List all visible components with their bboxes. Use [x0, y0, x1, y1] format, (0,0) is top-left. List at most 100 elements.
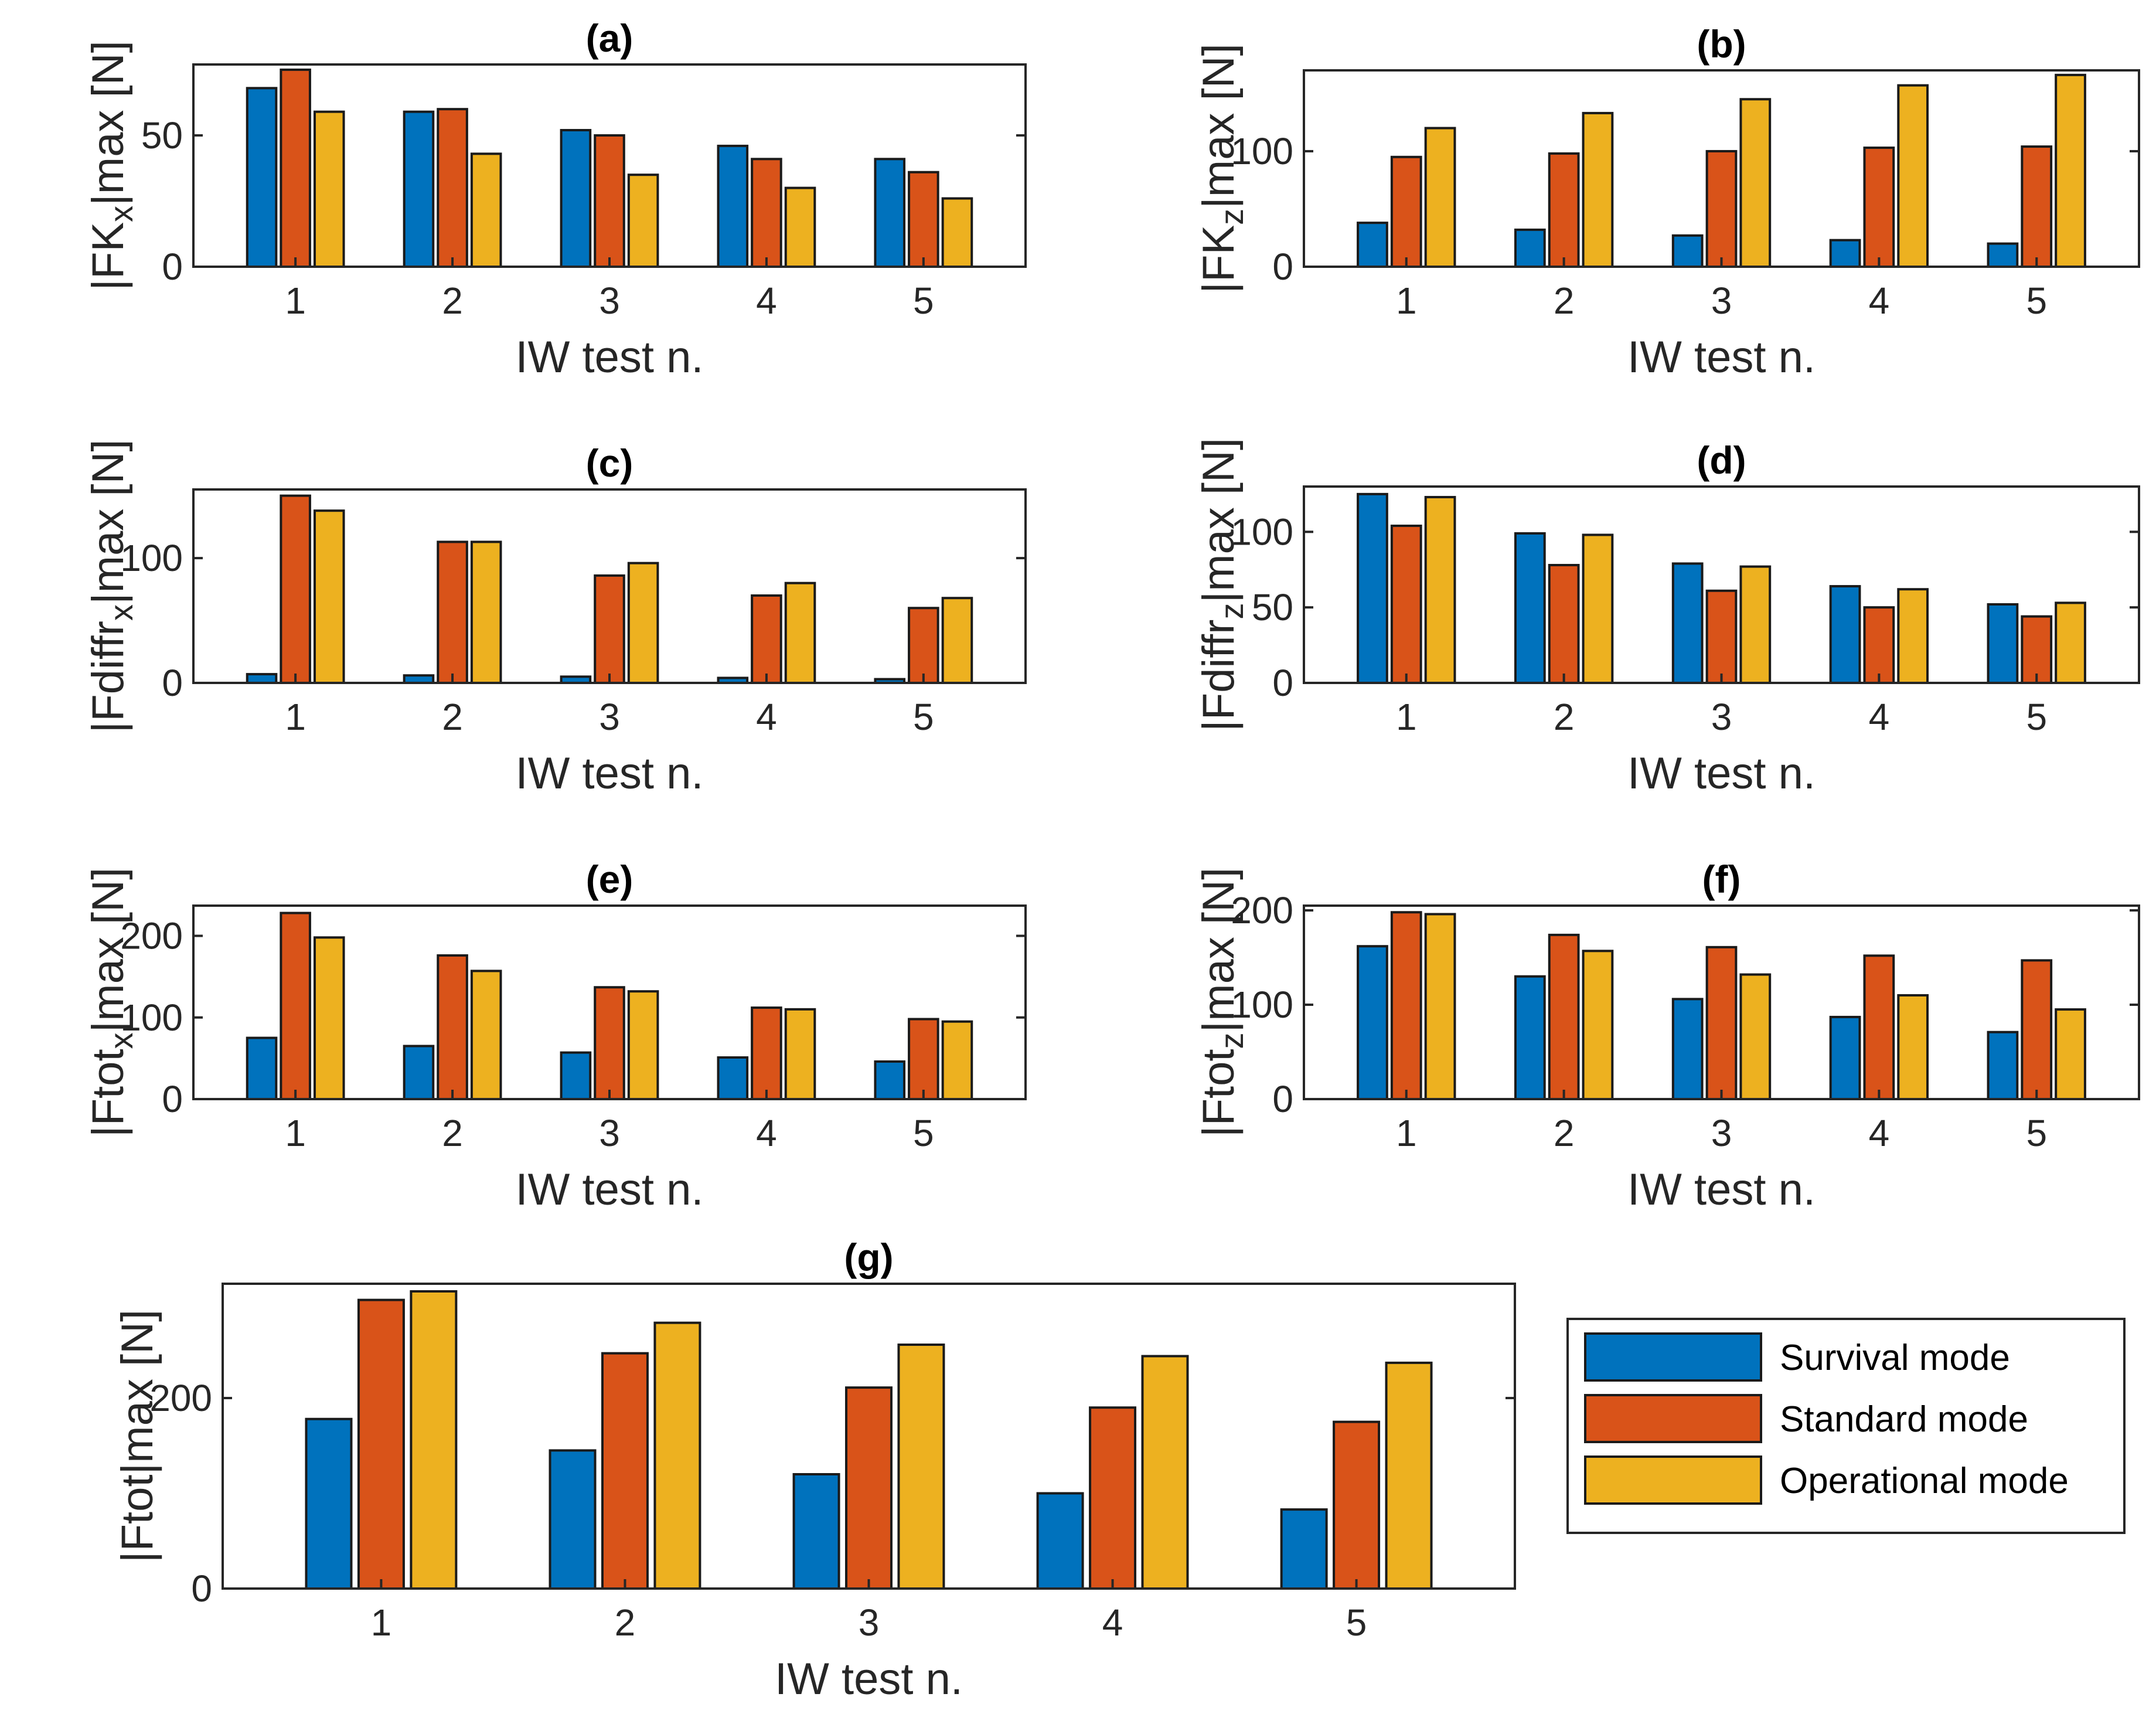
y-axis-label: |Ftotx|max [N]: [83, 868, 139, 1137]
bar-c-s2-c3: [594, 574, 625, 684]
y-axis-label: |Fdiffrx|max [N]: [83, 439, 139, 733]
bar-f-s3-c5: [2055, 1008, 2086, 1100]
x-axis-label: IW test n.: [516, 749, 704, 798]
y-tick-label: 50: [1252, 586, 1293, 628]
bar-c-s2-c2: [437, 540, 468, 685]
panel-title: (e): [586, 858, 633, 901]
bar-g-s3-c1: [410, 1290, 458, 1590]
x-tick-label: 3: [1711, 696, 1732, 738]
bar-f-s1-c1: [1357, 945, 1388, 1100]
x-tick-label: 1: [1396, 1112, 1417, 1154]
bar-g-s3-c2: [653, 1321, 701, 1590]
legend: Survival mode Standard mode Operational mo…: [1566, 1318, 2126, 1534]
bar-g-s1-c3: [792, 1473, 840, 1590]
bar-b-s3-c4: [1897, 84, 1929, 268]
bar-b-s1-c3: [1671, 234, 1704, 268]
bar-a-s2-c2: [437, 108, 468, 268]
bar-g-s1-c5: [1280, 1508, 1328, 1590]
bar-b-s2-c2: [1548, 152, 1580, 268]
bar-g-s3-c5: [1385, 1361, 1433, 1590]
y-tick-label: 0: [162, 1078, 183, 1120]
bar-d-s1-c2: [1514, 532, 1546, 685]
x-axis-label: IW test n.: [1627, 332, 1816, 382]
panel-title: (f): [1702, 858, 1741, 901]
bar-e-s2-c4: [751, 1006, 782, 1101]
bar-g-s2-c1: [357, 1298, 405, 1590]
x-tick-label: 5: [913, 280, 934, 322]
bar-d-s3-c5: [2055, 601, 2086, 685]
bar-f-s3-c4: [1897, 994, 1929, 1101]
bar-e-s3-c2: [470, 970, 502, 1101]
bar-e-s2-c2: [437, 954, 468, 1101]
panel-title: (g): [844, 1236, 893, 1279]
bar-f-s2-c4: [1863, 954, 1895, 1100]
bar-g-s2-c5: [1333, 1420, 1381, 1590]
legend-label-2: Standard mode: [1780, 1399, 2028, 1440]
bar-b-s2-c4: [1863, 147, 1895, 268]
bar-d-s2-c2: [1548, 564, 1580, 684]
x-tick-label: 2: [1554, 696, 1575, 738]
bar-b-s1-c4: [1829, 239, 1861, 268]
bar-f-s1-c4: [1829, 1015, 1861, 1100]
bar-b-s3-c1: [1424, 127, 1456, 268]
bar-c-s3-c5: [941, 597, 973, 685]
bar-c-s2-c4: [751, 594, 782, 684]
bar-a-s1-c1: [246, 87, 278, 268]
y-tick-label: 100: [1231, 130, 1293, 172]
bar-a-s1-c4: [717, 144, 749, 268]
bar-g-s2-c3: [845, 1386, 893, 1590]
bar-b-s1-c5: [1987, 242, 2019, 268]
x-tick-label: 1: [285, 1112, 306, 1154]
y-axis-label: |FKx|max [N]: [83, 40, 139, 290]
x-tick-label: 5: [913, 1112, 934, 1154]
x-tick-label: 1: [1396, 280, 1417, 322]
x-tick-label: 1: [285, 696, 306, 738]
bar-a-s2-c4: [751, 158, 782, 268]
bar-b-s2-c5: [2021, 145, 2053, 268]
y-tick-label: 100: [1231, 511, 1293, 553]
x-tick-label: 3: [599, 1112, 620, 1154]
bar-d-s1-c4: [1829, 585, 1861, 684]
x-tick-label: 5: [1346, 1601, 1367, 1644]
panel-c: 0 100 1 2 3 4 5 (c) IW test n. |Fdiffrx|max [N]: [83, 439, 1027, 798]
bar-f-s3-c2: [1582, 950, 1614, 1101]
panel-title: (b): [1697, 22, 1746, 66]
x-tick-label: 5: [913, 696, 934, 738]
bar-b-s1-c2: [1514, 228, 1546, 268]
y-tick-label: 100: [1231, 984, 1293, 1026]
bar-b-s2-c1: [1390, 155, 1422, 268]
x-axis-label: IW test n.: [1627, 1165, 1816, 1215]
bar-a-s2-c1: [280, 68, 311, 268]
y-axis-label: |Ftotz|max [N]: [1194, 868, 1250, 1137]
bar-g-s1-c4: [1036, 1492, 1084, 1590]
bar-d-s3-c1: [1424, 496, 1456, 684]
bar-g-s2-c4: [1089, 1406, 1137, 1590]
bar-e-s2-c3: [594, 986, 625, 1100]
bar-d-s3-c2: [1582, 533, 1614, 685]
x-axis-label: IW test n.: [516, 1165, 704, 1215]
bar-b-s3-c3: [1739, 98, 1772, 268]
bar-d-s3-c3: [1739, 565, 1772, 684]
legend-swatch-1: [1584, 1332, 1762, 1382]
bar-e-s1-c2: [403, 1045, 435, 1100]
bar-e-s1-c1: [246, 1036, 278, 1100]
x-tick-label: 5: [2026, 280, 2047, 322]
bar-d-s2-c4: [1863, 606, 1895, 684]
bar-c-s3-c2: [470, 540, 502, 685]
panel-f: 0 100 200 1 2 3 4 5 (f) IW test n. |Ftotz|max [N]: [1194, 858, 2140, 1215]
x-tick-label: 5: [2026, 696, 2047, 738]
y-tick-label: 50: [141, 114, 183, 157]
y-tick-label: 0: [1272, 662, 1293, 704]
x-tick-label: 4: [1869, 280, 1890, 322]
panel-e: 0 100 200 1 2 3 4 5 (e) IW test n. |Ftotx|max [N]: [83, 858, 1027, 1215]
x-tick-label: 1: [1396, 696, 1417, 738]
x-tick-label: 4: [756, 280, 777, 322]
bar-d-s2-c5: [2021, 615, 2053, 684]
bar-c-s2-c1: [280, 494, 311, 684]
x-tick-label: 2: [615, 1601, 636, 1644]
bar-b-s3-c5: [2055, 73, 2086, 268]
legend-swatch-2: [1584, 1394, 1762, 1443]
bar-a-s3-c1: [313, 110, 345, 268]
bar-g-s3-c3: [897, 1344, 945, 1590]
x-tick-label: 4: [1102, 1601, 1123, 1644]
